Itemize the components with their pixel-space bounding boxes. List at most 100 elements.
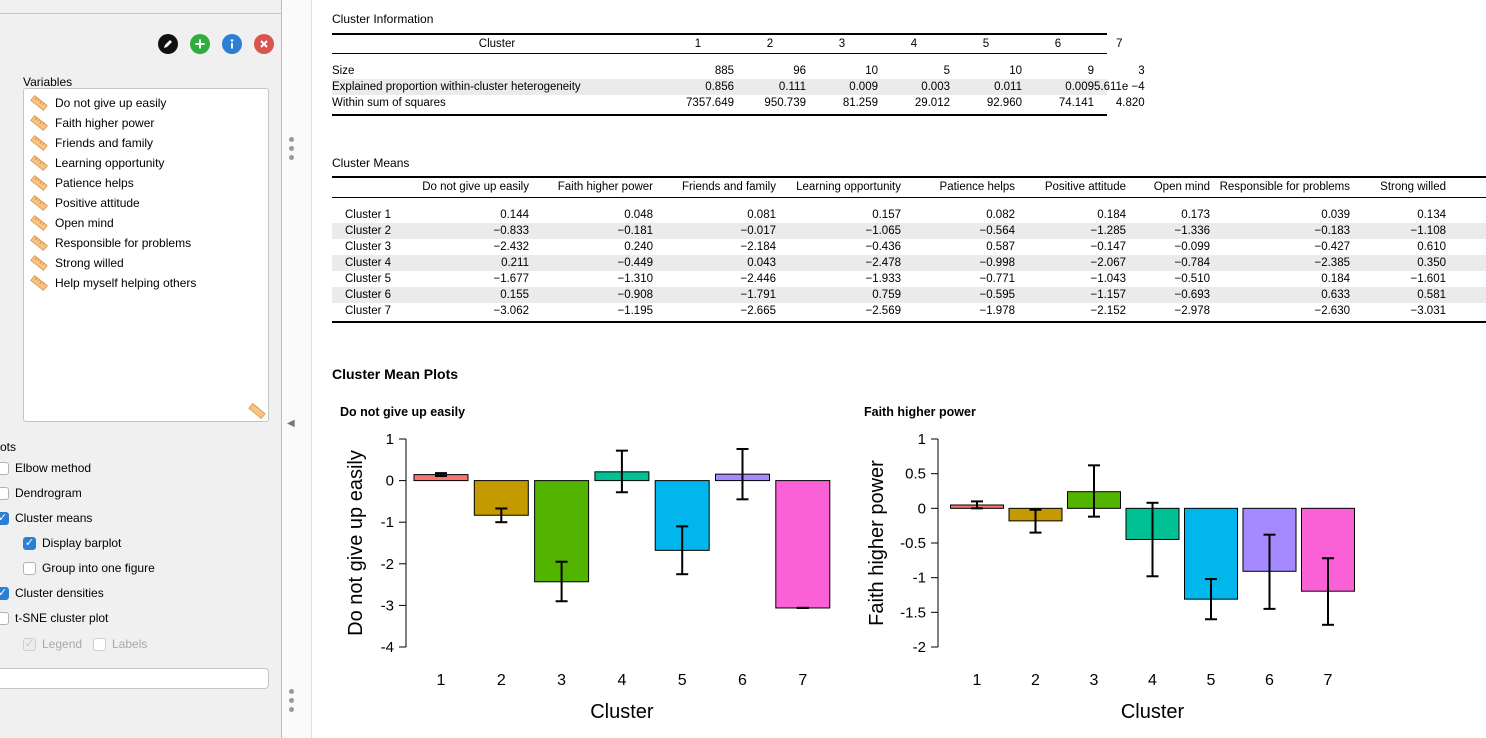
display-barplot-checkbox[interactable]: ✓ Display barplot: [23, 536, 122, 550]
x-tick-label: 7: [1324, 672, 1333, 689]
column-header: Friends and family: [682, 181, 776, 193]
cell: 950.739: [764, 97, 806, 109]
ruler-icon: [30, 135, 48, 151]
cell: −1.108: [1410, 225, 1447, 237]
cell: −1.157: [1090, 289, 1127, 301]
cell: −0.147: [1090, 241, 1127, 253]
cluster-means-checkbox[interactable]: ✓ Cluster means: [0, 508, 92, 528]
variable-item[interactable]: Faith higher power: [30, 113, 154, 133]
text-field[interactable]: [0, 668, 269, 689]
header-cluster: Cluster: [478, 38, 516, 50]
x-tick-label: 1: [437, 672, 446, 689]
option-label: Display barplot: [42, 536, 122, 550]
variable-item[interactable]: Do not give up easily: [30, 93, 166, 113]
cell: 10: [865, 65, 878, 77]
x-tick-label: 1: [973, 672, 982, 689]
cluster-mean-plots-title: Cluster Mean Plots: [332, 366, 459, 382]
elbow-method-checkbox[interactable]: Elbow method: [0, 458, 91, 478]
close-icon[interactable]: [254, 34, 274, 54]
x-tick-label: 2: [497, 672, 506, 689]
column-header: Do not give up easily: [422, 181, 529, 193]
cluster-info-table: Cluster 1 2 3 4 5 6 7 Size 885 96 10 5 10 9 3 Explained …: [332, 36, 1145, 111]
variable-item[interactable]: Open mind: [30, 213, 114, 233]
cell: 0.211: [501, 257, 529, 269]
panel-splitter[interactable]: [282, 0, 312, 738]
x-axis-title: Cluster: [1121, 701, 1185, 723]
cell: −3.062: [493, 305, 530, 317]
row-label: Cluster 1: [345, 209, 392, 221]
cell: −2.478: [865, 257, 902, 269]
labels-checkbox[interactable]: Labels: [93, 634, 147, 654]
table-row: Cluster 6 0.155 −0.908 −1.791 0.759 −0.595 −1.…: [332, 287, 1486, 303]
edit-icon[interactable]: [158, 34, 178, 54]
legend-checkbox[interactable]: ✓ Legend: [23, 637, 83, 651]
variable-label: Open mind: [55, 216, 114, 230]
row-label: Cluster 3: [345, 241, 392, 253]
cell: −0.693: [1174, 289, 1211, 301]
bar-cluster-7: [775, 480, 831, 609]
y-tick-label: -2: [913, 639, 926, 656]
cell: 96: [793, 65, 806, 77]
variable-label: Friends and family: [55, 136, 154, 150]
variable-label: Patience helps: [55, 176, 134, 190]
y-axis-title: Do not give up easily: [345, 450, 367, 636]
y-tick-label: -1.5: [900, 604, 926, 621]
cell: 74.141: [1058, 97, 1094, 109]
cell: −0.833: [493, 225, 530, 237]
cell: −1.677: [493, 273, 530, 285]
y-tick-label: -1: [381, 514, 394, 531]
x-axis-title: Cluster: [590, 701, 654, 723]
cell: −0.784: [1174, 257, 1211, 269]
column-header: Strong willed: [1380, 181, 1446, 193]
ruler-icon: [30, 195, 48, 211]
collapse-arrow-icon[interactable]: ◀: [287, 418, 295, 429]
variable-item[interactable]: Positive attitude: [30, 193, 140, 213]
variable-label: Faith higher power: [55, 116, 155, 130]
cell: −1.601: [1410, 273, 1447, 285]
cell: 81.259: [842, 97, 878, 109]
option-label: Cluster densities: [15, 586, 104, 600]
header-cluster-number: 4: [910, 38, 918, 50]
row-label: Cluster 5: [345, 273, 392, 285]
cell: 0.610: [1417, 241, 1446, 253]
group-into-one-figure-checkbox[interactable]: Group into one figure: [23, 558, 155, 578]
cell: 3: [1138, 65, 1145, 77]
cell: −0.449: [617, 257, 654, 269]
grip-dot: [289, 155, 294, 160]
cluster-densities-checkbox[interactable]: ✓ Cluster densities: [0, 583, 104, 603]
cell: 0.009: [849, 81, 878, 93]
cell: −1.043: [1090, 273, 1127, 285]
ruler-icon: [30, 255, 48, 271]
bar-chart-do-not-give-up-easily: 1 0 -1 -2 -3 -4 1 2 3 4 5 6 7 Cluster Do not give up e…: [345, 431, 831, 723]
tsne-cluster-plot-checkbox[interactable]: t-SNE cluster plot: [0, 608, 108, 628]
dendrogram-checkbox[interactable]: Dendrogram: [0, 483, 82, 503]
cell: 0.082: [986, 209, 1015, 221]
cell: −1.310: [617, 273, 654, 285]
column-header: Learning opportunity: [796, 181, 901, 193]
table-rule: [332, 114, 1107, 116]
labels-label: Labels: [112, 637, 148, 651]
info-icon[interactable]: [222, 34, 242, 54]
x-tick-label: 6: [1265, 672, 1274, 689]
variable-item[interactable]: Friends and family: [30, 133, 153, 153]
cell: −0.181: [617, 225, 654, 237]
option-label: Elbow method: [15, 461, 92, 475]
y-tick-label: 1: [386, 431, 394, 448]
y-tick-label: 0: [918, 500, 926, 517]
table-row: Cluster 5 −1.677 −1.310 −2.446 −1.933 −0.771 −…: [332, 271, 1486, 287]
cell: −0.998: [979, 257, 1016, 269]
table-row: Cluster 4 0.211 −0.449 0.043 −2.478 −0.998 −2.…: [332, 255, 1486, 271]
variables-list[interactable]: Do not give up easily Faith higher power F…: [23, 88, 269, 422]
variable-item[interactable]: Learning opportunity: [30, 153, 164, 173]
variable-label: Learning opportunity: [55, 156, 165, 170]
variable-item[interactable]: Patience helps: [30, 173, 134, 193]
table-rule: [332, 176, 1486, 178]
add-icon[interactable]: [190, 34, 210, 54]
variable-item[interactable]: Strong willed: [30, 253, 124, 273]
table-row: Size 885 96 10 5 10 9 3: [332, 63, 1145, 79]
cell: 0.144: [500, 209, 529, 221]
variable-item[interactable]: Help myself helping others: [30, 273, 196, 293]
cell: 0.081: [747, 209, 776, 221]
panel-divider: [0, 13, 281, 14]
variable-item[interactable]: Responsible for problems: [30, 233, 191, 253]
